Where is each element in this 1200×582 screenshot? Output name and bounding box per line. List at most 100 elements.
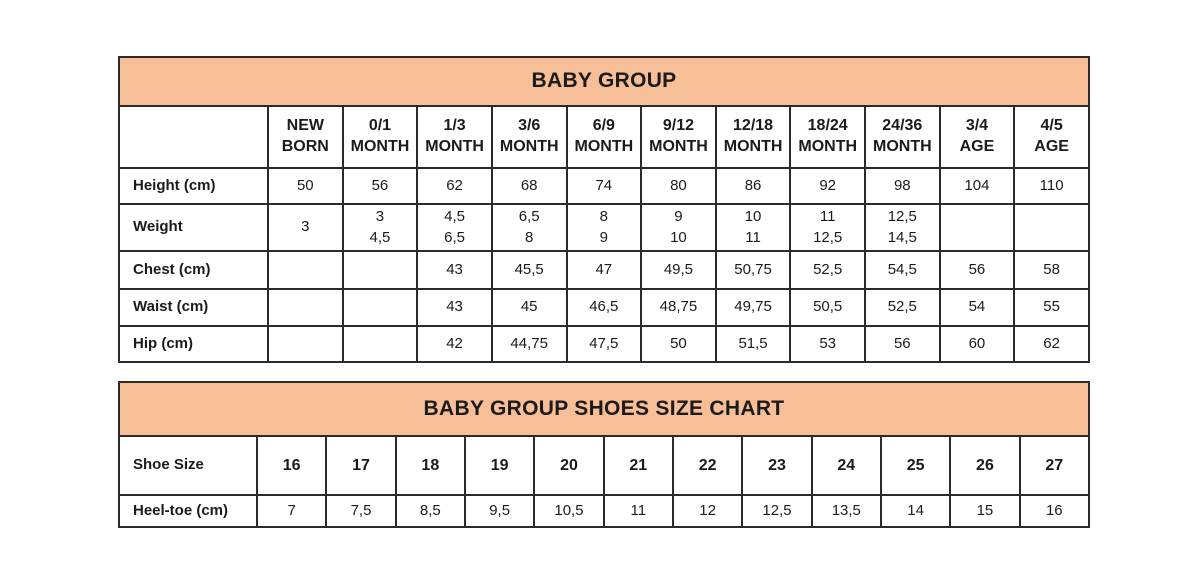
shoes-size-table: BABY GROUP SHOES SIZE CHART Shoe Size 16… <box>118 381 1091 528</box>
data-cell: 3 <box>267 203 344 252</box>
row-label-hip: Hip (cm) <box>118 325 269 363</box>
data-cell: 11 12,5 <box>789 203 866 252</box>
data-cell: 54 <box>938 288 1016 327</box>
data-cell <box>267 288 344 327</box>
column-header-12-18-month: 12/18 MONTH <box>714 105 792 169</box>
data-cell: 7 <box>255 494 328 528</box>
data-cell: 49,5 <box>640 250 717 290</box>
data-cell: 43 <box>416 250 493 290</box>
data-cell: 80 <box>640 167 717 205</box>
data-cell: 20 <box>533 435 605 496</box>
data-cell: 10,5 <box>533 494 605 528</box>
row-label-height: Height (cm) <box>118 167 269 205</box>
data-cell: 52,5 <box>864 288 941 327</box>
baby-group-table: BABY GROUP NEW BORN 0/1 MONTH 1/3 MONTH … <box>118 56 1090 363</box>
data-cell: 50,75 <box>714 250 792 290</box>
data-cell: 56 <box>341 167 419 205</box>
column-header-newborn: NEW BORN <box>267 105 344 169</box>
data-cell: 9 10 <box>640 203 717 252</box>
column-header-3-4-age: 3/4 AGE <box>938 105 1016 169</box>
data-cell <box>267 325 344 363</box>
column-header-4-5-age: 4/5 AGE <box>1013 105 1090 169</box>
data-cell: 74 <box>565 167 643 205</box>
row-label-waist: Waist (cm) <box>118 288 269 327</box>
data-cell: 27 <box>1018 435 1091 496</box>
data-cell: 8,5 <box>394 494 466 528</box>
data-cell: 23 <box>741 435 813 496</box>
table-row-weight: Weight 3 3 4,5 4,5 6,5 6,5 8 8 9 9 10 10… <box>118 203 1090 252</box>
data-cell <box>938 203 1016 252</box>
data-cell: 25 <box>879 435 952 496</box>
data-cell: 8 9 <box>565 203 643 252</box>
data-cell: 12 <box>671 494 744 528</box>
data-cell: 56 <box>864 325 941 363</box>
data-cell: 62 <box>416 167 493 205</box>
data-cell: 18 <box>394 435 466 496</box>
data-cell: 16 <box>255 435 328 496</box>
column-header-3-6-month: 3/6 MONTH <box>490 105 568 169</box>
data-cell: 48,75 <box>640 288 717 327</box>
data-cell: 46,5 <box>565 288 643 327</box>
data-cell: 9,5 <box>463 494 536 528</box>
data-cell <box>341 250 419 290</box>
data-cell: 50 <box>640 325 717 363</box>
data-cell: 14 <box>879 494 952 528</box>
data-cell: 24 <box>810 435 882 496</box>
data-cell: 17 <box>325 435 397 496</box>
table-row-shoe-size: Shoe Size 16 17 18 19 20 21 22 23 24 25 … <box>118 435 1091 496</box>
data-cell: 10 11 <box>714 203 792 252</box>
data-cell: 60 <box>938 325 1016 363</box>
data-cell: 11 <box>602 494 674 528</box>
data-cell: 92 <box>789 167 866 205</box>
data-cell: 45,5 <box>490 250 568 290</box>
row-label-heel-toe: Heel-toe (cm) <box>118 494 258 528</box>
data-cell: 42 <box>416 325 493 363</box>
data-cell: 104 <box>938 167 1016 205</box>
data-cell: 55 <box>1013 288 1090 327</box>
table-row-heel-toe: Heel-toe (cm) 7 7,5 8,5 9,5 10,5 11 12 1… <box>118 494 1091 528</box>
data-cell: 86 <box>714 167 792 205</box>
data-cell: 12,5 <box>741 494 813 528</box>
data-cell: 52,5 <box>789 250 866 290</box>
column-header-1-3-month: 1/3 MONTH <box>416 105 493 169</box>
data-cell: 4,5 6,5 <box>416 203 493 252</box>
shoes-table-title: BABY GROUP SHOES SIZE CHART <box>118 381 1090 437</box>
data-cell: 19 <box>463 435 536 496</box>
column-header-18-24-month: 18/24 MONTH <box>789 105 866 169</box>
data-cell: 50 <box>267 167 344 205</box>
data-cell <box>1013 203 1090 252</box>
data-cell: 56 <box>938 250 1016 290</box>
data-cell: 7,5 <box>325 494 397 528</box>
data-cell: 16 <box>1018 494 1091 528</box>
data-cell: 98 <box>864 167 941 205</box>
data-cell: 62 <box>1013 325 1090 363</box>
data-cell: 15 <box>949 494 1021 528</box>
data-cell: 49,75 <box>714 288 792 327</box>
row-label-weight: Weight <box>118 203 269 252</box>
table-row-chest: Chest (cm) 43 45,5 47 49,5 50,75 52,5 54… <box>118 250 1090 290</box>
data-cell <box>267 250 344 290</box>
data-cell: 53 <box>789 325 866 363</box>
data-cell: 68 <box>490 167 568 205</box>
column-header-0-1-month: 0/1 MONTH <box>341 105 419 169</box>
data-cell: 43 <box>416 288 493 327</box>
data-cell: 13,5 <box>810 494 882 528</box>
row-label-chest: Chest (cm) <box>118 250 269 290</box>
column-header-9-12-month: 9/12 MONTH <box>640 105 717 169</box>
shoes-title-row: BABY GROUP SHOES SIZE CHART <box>118 381 1090 437</box>
data-cell: 47 <box>565 250 643 290</box>
data-cell: 58 <box>1013 250 1090 290</box>
table-row-waist: Waist (cm) 43 45 46,5 48,75 49,75 50,5 5… <box>118 288 1090 327</box>
table-row-hip: Hip (cm) 42 44,75 47,5 50 51,5 53 56 60 … <box>118 325 1090 363</box>
data-cell: 21 <box>602 435 674 496</box>
data-cell: 26 <box>949 435 1021 496</box>
data-cell: 22 <box>671 435 744 496</box>
data-cell: 45 <box>490 288 568 327</box>
data-cell: 51,5 <box>714 325 792 363</box>
data-cell: 12,5 14,5 <box>864 203 941 252</box>
data-cell: 3 4,5 <box>341 203 419 252</box>
data-cell: 110 <box>1013 167 1090 205</box>
data-cell: 44,75 <box>490 325 568 363</box>
data-cell: 47,5 <box>565 325 643 363</box>
baby-group-table-title: BABY GROUP <box>118 56 1090 107</box>
